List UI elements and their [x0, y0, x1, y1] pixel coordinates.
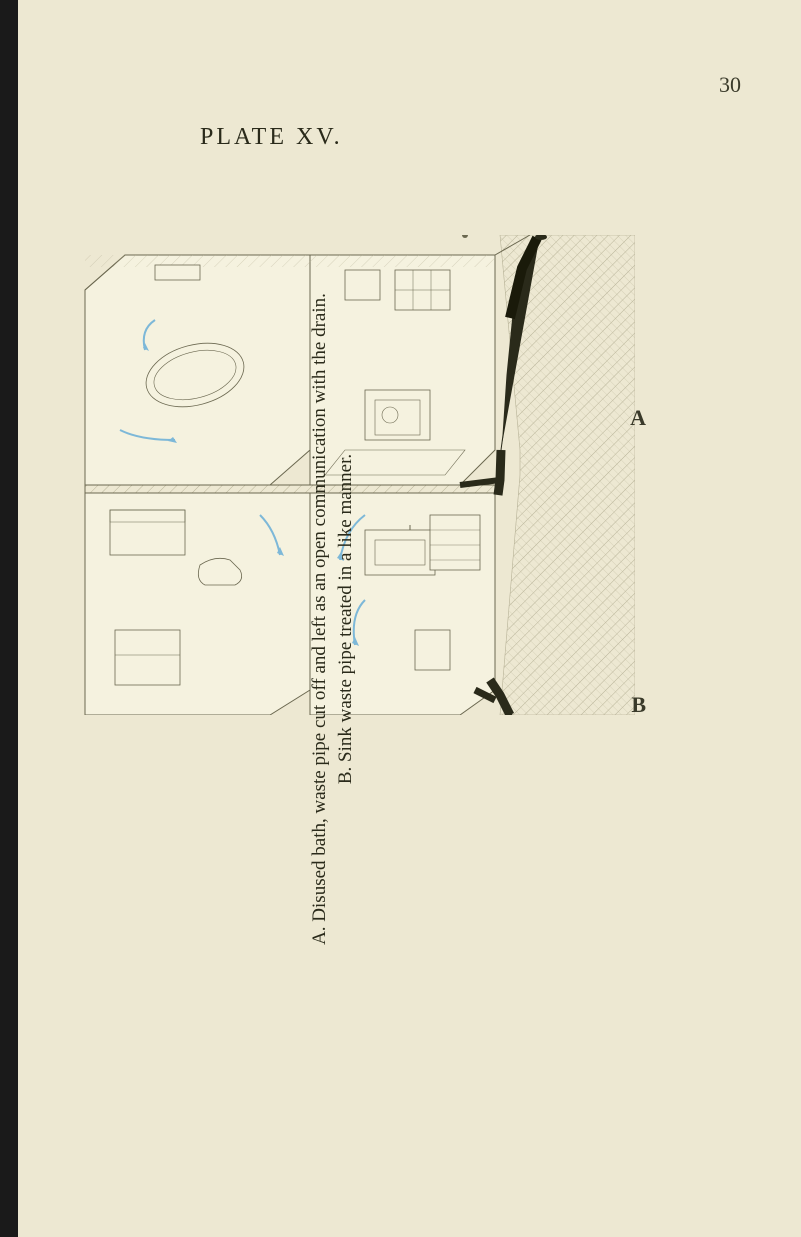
caption-b: B. Sink waste pipe treated in a like man… [335, 169, 357, 1069]
label-a: A [630, 405, 646, 431]
caption: A. Disused bath, waste pipe cut off and … [309, 169, 357, 1069]
page-number: 30 [719, 72, 741, 98]
sink [365, 530, 435, 575]
plate-title: PLATE XV. [200, 124, 343, 151]
window-bottom-left [115, 630, 180, 685]
window-top-left [155, 265, 200, 280]
floor-divider [85, 485, 495, 493]
furniture-bed [110, 510, 185, 555]
window-bottom-right [430, 515, 480, 570]
chair [415, 630, 450, 670]
page-binding [0, 0, 18, 1237]
label-b: B [631, 692, 646, 718]
caption-a: A. Disused bath, waste pipe cut off and … [309, 293, 330, 945]
